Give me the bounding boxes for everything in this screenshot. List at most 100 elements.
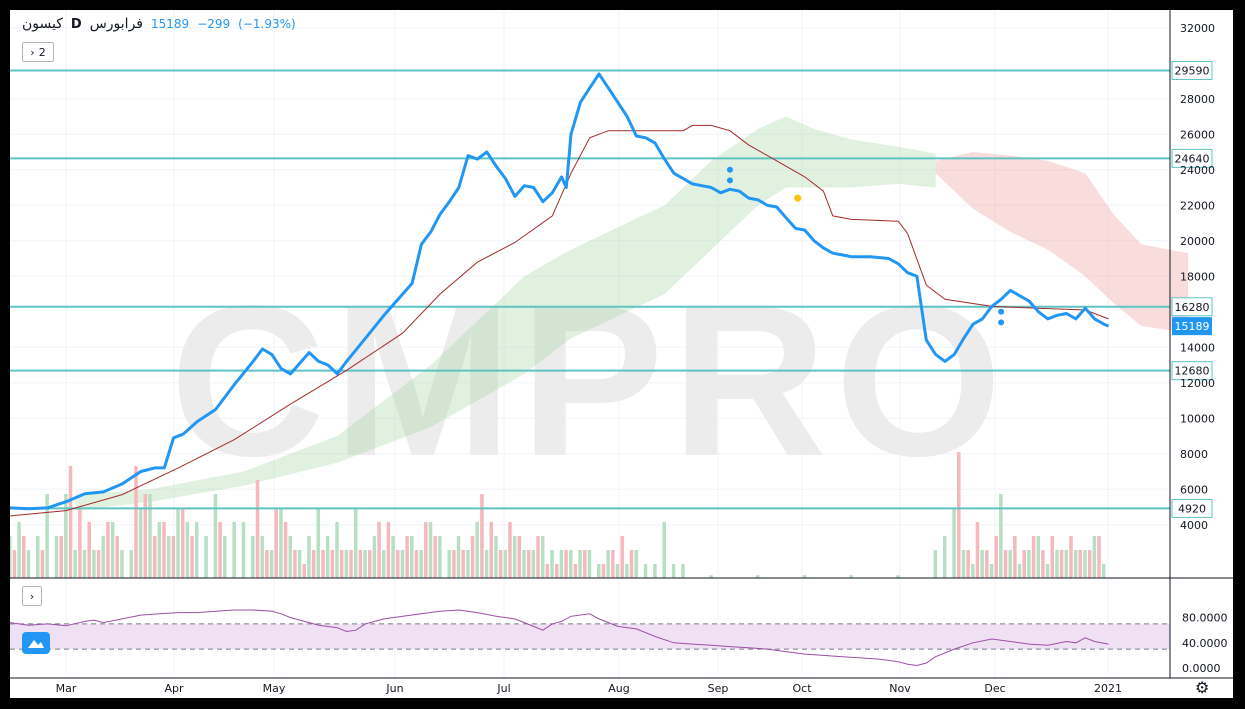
volume-bar-down — [143, 494, 148, 578]
gear-icon[interactable]: ⚙ — [1195, 678, 1210, 697]
rsi-tick-label: 40.0000 — [1182, 637, 1228, 650]
chart-canvas[interactable]: CMPRO 29590 24640 16280 12680 4920 15189 80.0… — [10, 10, 1233, 698]
level-tag — [1171, 297, 1213, 317]
volume-bar-up — [223, 536, 227, 578]
volume-bar-up — [269, 550, 274, 578]
volume-bar-down — [68, 466, 73, 578]
volume-bar-up — [1045, 564, 1050, 578]
legend-timeframe[interactable]: D — [70, 16, 82, 32]
volume-bar-down — [115, 536, 120, 578]
price-tick-label: 10000 — [1180, 412, 1215, 425]
signal-dot-yellow — [794, 194, 802, 202]
time-tick-label: Jun — [385, 682, 403, 695]
axes: 3200028000260002400022000200001800014000… — [10, 10, 1233, 695]
volume-bar-up — [36, 536, 40, 578]
volume-bar-down — [265, 550, 269, 578]
chart-window[interactable]: CMPRO 29590 24640 16280 12680 4920 15189 80.0… — [10, 10, 1233, 698]
volume-bar-up — [1027, 550, 1031, 578]
volume-bar-down — [190, 536, 194, 578]
volume-bar-up — [643, 564, 648, 578]
volume-bar-down — [59, 536, 63, 578]
volume-bar-up — [756, 575, 760, 578]
horizontal-levels[interactable]: 29590 24640 16280 12680 4920 15189 — [10, 61, 1213, 518]
volume-bar-up — [382, 550, 386, 578]
time-tick-label: May — [263, 682, 286, 695]
volume-bar-down — [87, 522, 91, 578]
volume-bar-down — [470, 536, 475, 578]
level-tag-label: 16280 — [1175, 301, 1210, 314]
volume-bar-down — [339, 550, 344, 578]
volume-bar-down — [620, 536, 624, 578]
watermark: CMPRO — [170, 260, 1010, 501]
volume-bar-up — [1064, 550, 1069, 578]
indicators-toggle-button[interactable]: › 2 — [22, 42, 54, 62]
indicator-count: 2 — [38, 45, 46, 59]
volume-bar-up — [484, 550, 489, 578]
time-tick-label: 2021 — [1094, 682, 1122, 695]
volume-bar-down — [152, 536, 157, 578]
signal-dot — [998, 319, 1005, 326]
rsi-band — [10, 623, 1170, 650]
volume-bar-down — [480, 494, 484, 578]
volume-bar-up — [391, 536, 395, 578]
volume-bar-down — [424, 522, 428, 578]
volume-bar-down — [1097, 536, 1101, 578]
volume-bar-down — [134, 466, 138, 578]
volume-bar-down — [302, 564, 307, 578]
volume-bar-up — [335, 522, 339, 578]
volume-bar-up — [166, 536, 171, 578]
volume-bar-up — [615, 564, 620, 578]
volume-bar-down — [975, 522, 980, 578]
price-tick-label: 8000 — [1180, 448, 1208, 461]
volume-bar-down — [536, 536, 540, 578]
time-tick-label: Apr — [164, 682, 184, 695]
volume-bar-down — [601, 564, 606, 578]
volume-bar-up — [344, 550, 349, 578]
volume-bar-down — [1041, 550, 1045, 578]
price-tick-label: 6000 — [1180, 483, 1208, 496]
level-tag-label: 24640 — [1175, 152, 1210, 165]
volume-bar-up — [120, 550, 124, 578]
time-tick-label: Sep — [708, 682, 729, 695]
last-price-label: 15189 — [1175, 320, 1210, 333]
volume-bar-up — [232, 522, 236, 578]
volume-bar-down — [162, 522, 166, 578]
price-tick-label: 4000 — [1180, 519, 1208, 532]
price-tick-label: 22000 — [1180, 199, 1215, 212]
volume-bar-down — [96, 550, 101, 578]
volume-bar-up — [157, 522, 162, 578]
price-tick-label: 18000 — [1180, 270, 1215, 283]
volume-bar-up — [325, 536, 330, 578]
volume-bar-up — [45, 494, 49, 578]
volume-bar-down — [461, 550, 465, 578]
volume-bar-up — [1055, 550, 1059, 578]
volume-bar-up — [176, 508, 180, 578]
volume-bar-down — [293, 550, 297, 578]
volume-bar-up — [17, 522, 21, 578]
volume-bar-up — [531, 550, 536, 578]
volume-bar-down — [78, 508, 82, 578]
price-tick-label: 14000 — [1180, 341, 1215, 354]
volume-bar-down — [583, 550, 587, 578]
volume-bar-up — [989, 564, 994, 578]
volume-bar-up — [597, 564, 601, 578]
volume-bar-up — [943, 536, 947, 578]
volume-bar-down — [377, 522, 381, 578]
volume-bar-up — [92, 550, 96, 578]
volume-bar-down — [573, 564, 578, 578]
time-tick-label: Jul — [496, 682, 510, 695]
volume-bar-down — [994, 536, 998, 578]
legend-symbol[interactable]: کیسون — [22, 16, 63, 32]
rsi-toggle-button[interactable]: › — [22, 586, 42, 606]
volume-bar-down — [1087, 550, 1092, 578]
volume-bar-up — [297, 550, 302, 578]
volume-bar-down — [1031, 536, 1036, 578]
volume-bar-up — [961, 550, 966, 578]
tradingview-logo[interactable] — [22, 632, 50, 654]
volume-bar-down — [1013, 536, 1017, 578]
baseline-line — [10, 124, 1109, 517]
volume-bar-up — [1073, 550, 1078, 578]
volume-bar-up — [662, 522, 666, 578]
volume-bar-up — [1008, 550, 1012, 578]
volume-bar-up — [10, 536, 12, 578]
